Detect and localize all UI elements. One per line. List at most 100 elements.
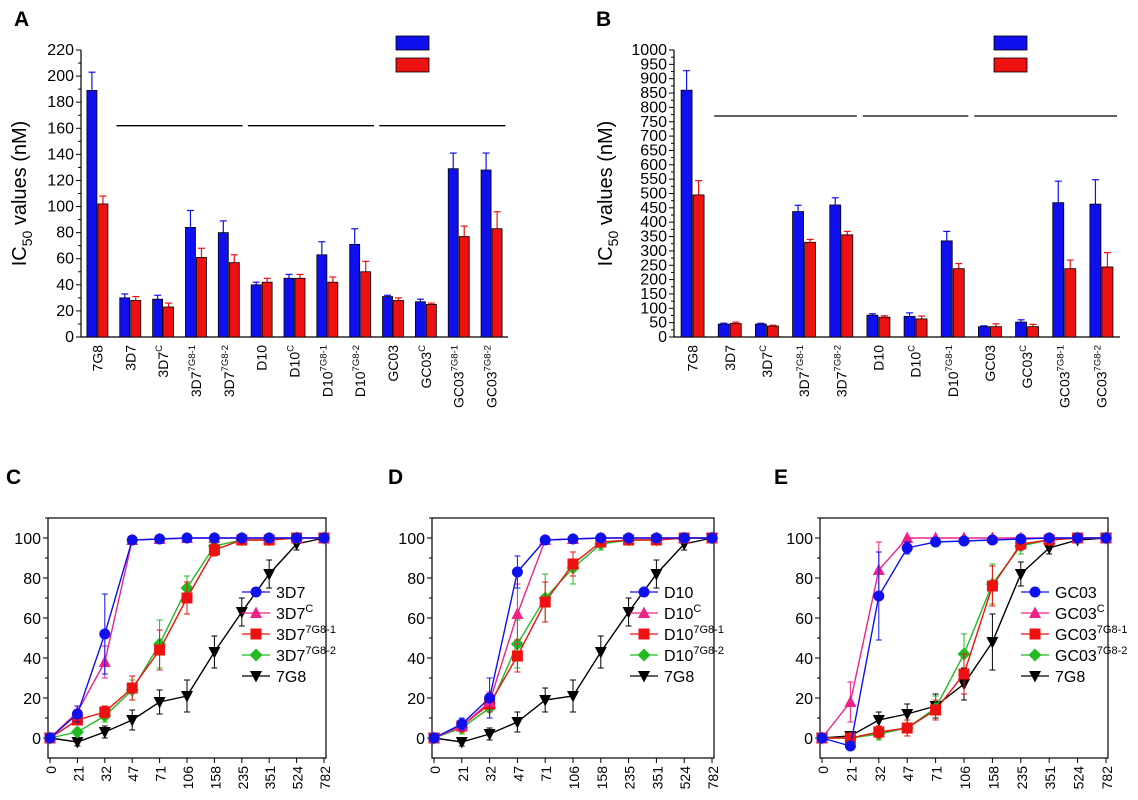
y-tick-label: 60 <box>56 251 74 268</box>
x-tick-label: 21 <box>70 766 86 782</box>
category-label: GC03C <box>1018 345 1035 389</box>
y-tick-label: 450 <box>640 200 667 217</box>
legend-superscript: C <box>305 603 313 615</box>
legend-label: 7G8 <box>1055 669 1085 686</box>
data-point <box>638 628 650 640</box>
y-axis-label: IC50 values (nM) <box>9 121 35 267</box>
data-point <box>1029 628 1041 640</box>
category-superscript: 7G8-1 <box>187 345 198 371</box>
y-tick-label: 100 <box>47 199 74 216</box>
y-tick-label: 0 <box>32 731 41 748</box>
y-tick-label: 140 <box>47 146 74 163</box>
bar <box>1101 266 1114 338</box>
y-tick-label: 750 <box>640 114 667 131</box>
category-name: 3D7 <box>221 371 237 397</box>
data-point <box>958 668 970 680</box>
data-point <box>872 715 885 727</box>
data-point <box>901 542 913 554</box>
legend-label: 7G8 <box>276 669 306 686</box>
bar <box>480 169 492 338</box>
line-chart-e: 0 20 40 60 80 100 0 21 32 47 71 106 158 235 351 524 782 G… <box>786 517 1127 789</box>
legend-label: 7G8 <box>664 669 694 686</box>
bar <box>804 241 816 338</box>
bar <box>792 211 804 338</box>
x-tick-label: 351 <box>262 766 278 790</box>
data-point <box>99 628 111 640</box>
bar <box>349 243 361 338</box>
legend-name: 3D7 <box>276 606 305 623</box>
x-tick-label: 524 <box>290 766 306 790</box>
bar <box>866 314 879 338</box>
legend-label: D107G8-2 <box>664 645 724 665</box>
y-tick-label: 700 <box>640 128 667 145</box>
data-point <box>844 740 856 752</box>
bar <box>729 323 742 338</box>
y-tick-label: 900 <box>640 71 667 88</box>
panel-letter-e: E <box>774 466 788 489</box>
y-tick-label: 500 <box>640 186 667 203</box>
data-point <box>318 532 330 544</box>
legend-superscript: C <box>693 603 701 615</box>
line-chart-d: 0 20 40 60 80 100 0 21 32 47 71 106 158 235 351 524 782 D… <box>398 517 724 790</box>
y-tick-label: 50 <box>649 315 667 332</box>
data-point <box>70 725 84 739</box>
y-tick-label: 60 <box>23 611 41 628</box>
data-point <box>1029 606 1041 618</box>
bar <box>841 234 854 338</box>
bar <box>491 228 503 338</box>
category-name: D10 <box>254 345 270 371</box>
category-superscript: C <box>907 345 918 352</box>
y-tick-label: 0 <box>65 329 74 346</box>
x-tick-label: 21 <box>455 766 471 782</box>
data-point <box>1028 648 1042 662</box>
category-label: GC037G8-1 <box>1055 345 1072 408</box>
bar <box>952 268 965 338</box>
bar <box>767 325 779 338</box>
data-point <box>539 534 551 546</box>
x-tick-label: 0 <box>43 766 59 774</box>
x-tick-label: 0 <box>815 766 831 774</box>
y-tick-label: 850 <box>640 85 667 102</box>
category-superscript: 7G8-1 <box>1055 345 1066 371</box>
legend-swatch <box>993 35 1028 51</box>
y-tick-label: 600 <box>640 157 667 174</box>
x-tick-label: 782 <box>317 766 333 790</box>
bar <box>196 257 207 338</box>
data-point <box>181 532 193 544</box>
bar <box>829 204 842 338</box>
bar <box>447 168 459 338</box>
category-name: 3D7 <box>722 345 738 371</box>
bar <box>283 277 295 338</box>
bar <box>130 300 142 338</box>
x-tick-label: 0 <box>427 766 443 774</box>
category-name: GC03 <box>385 345 401 382</box>
category-label: D107G8-1 <box>944 345 961 397</box>
y-tick-label: 200 <box>47 68 74 85</box>
data-point <box>126 534 138 546</box>
data-point <box>844 732 856 744</box>
bar <box>717 323 730 338</box>
category-name: 3D7 <box>833 371 849 397</box>
x-tick-label: 106 <box>180 766 196 790</box>
y-tick-label: 160 <box>47 120 74 137</box>
category-superscript: 7G8-1 <box>450 345 461 371</box>
bar <box>1015 321 1027 338</box>
data-point <box>455 737 468 749</box>
y-tick-label: 180 <box>47 94 74 111</box>
data-point <box>1015 533 1027 545</box>
y-label-rest: values (nM) <box>9 121 31 231</box>
legend-name: GC03 <box>1055 606 1097 623</box>
panel-letter-d: D <box>388 466 403 489</box>
y-tick-label: 950 <box>640 56 667 73</box>
data-point <box>71 708 83 720</box>
series-0 <box>44 532 330 744</box>
category-label: 3D7C <box>154 345 171 378</box>
y-tick-label: 120 <box>47 172 74 189</box>
bar <box>915 318 928 338</box>
bar <box>152 298 164 338</box>
x-tick-label: 158 <box>207 766 223 790</box>
data-point <box>483 729 496 741</box>
x-tick-label: 782 <box>705 766 721 790</box>
y-tick-label: 0 <box>658 329 667 346</box>
legend-name: D10 <box>664 606 693 623</box>
